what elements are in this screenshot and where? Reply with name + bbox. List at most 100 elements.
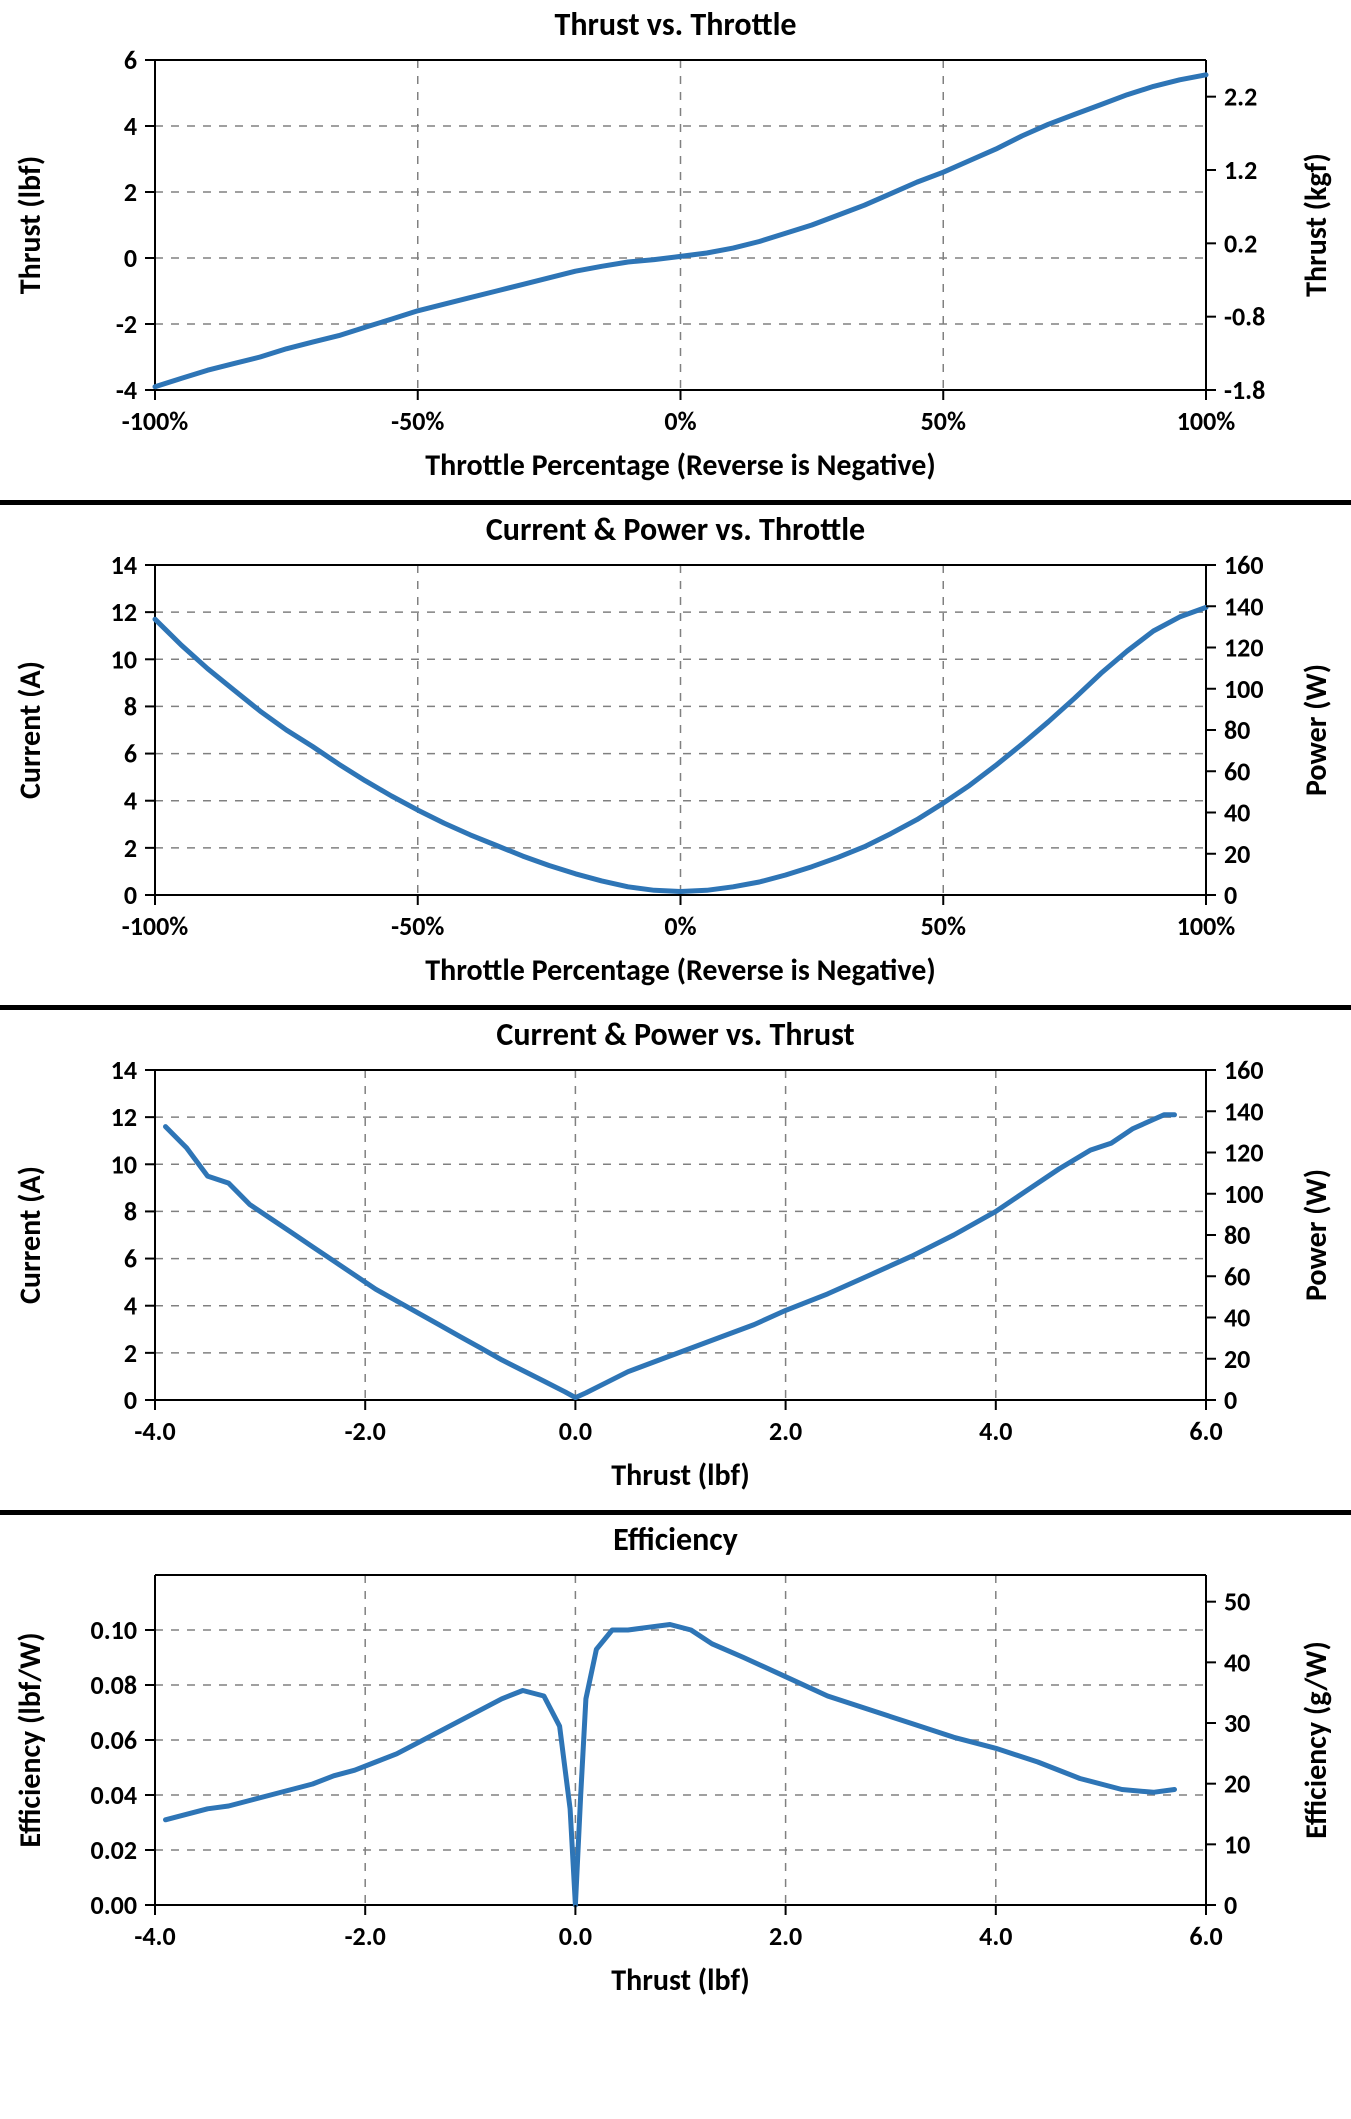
x-tick-label: 0.0	[559, 1415, 592, 1447]
x-tick-label: 100%	[1177, 405, 1236, 437]
x-tick-label: 0%	[664, 910, 696, 942]
y-right-tick-label: 40	[1224, 1646, 1250, 1678]
chart-title: Current & Power vs. Thrust	[496, 1015, 854, 1054]
y-left-tick-label: 12	[111, 1101, 137, 1133]
y-left-tick-label: 14	[111, 549, 137, 581]
x-tick-label: 4.0	[979, 1415, 1012, 1447]
y-right-tick-label: 100	[1224, 673, 1264, 705]
y-left-tick-label: -2	[116, 308, 137, 340]
x-tick-label: -50%	[391, 405, 444, 437]
y-right-tick-label: 40	[1224, 797, 1250, 829]
x-axis-label: Throttle Percentage (Reverse is Negative…	[425, 447, 935, 484]
y-right-tick-label: 80	[1224, 714, 1250, 746]
x-tick-label: 0%	[664, 405, 696, 437]
y-right-tick-label: 140	[1224, 1095, 1264, 1127]
x-tick-label: 0.0	[559, 1920, 592, 1952]
data-series	[166, 1115, 1175, 1398]
chart-block-current_power_vs_throttle: -100%-50%0%50%100%0246810121402040608010…	[0, 505, 1351, 1005]
x-tick-label: -2.0	[345, 1920, 386, 1952]
y-right-tick-label: 30	[1224, 1707, 1250, 1739]
y-right-tick-label: 60	[1224, 755, 1250, 787]
y-left-axis-label: Thrust (lbf)	[12, 156, 49, 294]
y-left-tick-label: 2	[124, 176, 137, 208]
current_power_vs_throttle: -100%-50%0%50%100%0246810121402040608010…	[0, 505, 1351, 1005]
y-left-tick-label: 2	[124, 1337, 137, 1369]
y-left-tick-label: 10	[111, 1148, 137, 1180]
y-left-tick-label: 0.04	[91, 1779, 137, 1811]
y-left-tick-label: 0	[124, 242, 137, 274]
x-tick-label: 50%	[921, 910, 966, 942]
y-left-axis-label: Efficiency (lbf/W)	[12, 1632, 49, 1847]
y-left-tick-label: 0.08	[91, 1669, 137, 1701]
x-axis-label: Thrust (lbf)	[611, 1457, 749, 1494]
y-right-tick-label: 20	[1224, 1343, 1250, 1375]
chart-block-current_power_vs_thrust: -4.0-2.00.02.04.06.002468101214020406080…	[0, 1010, 1351, 1510]
x-axis-label: Thrust (lbf)	[611, 1962, 749, 1999]
y-left-tick-label: 12	[111, 596, 137, 628]
y-right-tick-label: 50	[1224, 1586, 1250, 1618]
chart-title: Efficiency	[613, 1520, 738, 1559]
x-tick-label: -4.0	[134, 1415, 175, 1447]
y-right-tick-label: 60	[1224, 1260, 1250, 1292]
y-right-tick-label: 120	[1224, 632, 1264, 664]
y-right-axis-label: Power (W)	[1298, 664, 1335, 796]
chart-page: -100%-50%0%50%100%-4-20246-1.8-0.80.21.2…	[0, 0, 1351, 2015]
y-right-tick-label: 160	[1224, 549, 1264, 581]
y-right-tick-label: 100	[1224, 1178, 1264, 1210]
current_power_vs_thrust: -4.0-2.00.02.04.06.002468101214020406080…	[0, 1010, 1351, 1510]
y-left-tick-label: 0.02	[91, 1834, 137, 1866]
y-left-tick-label: 8	[124, 690, 137, 722]
y-left-tick-label: 4	[124, 1290, 137, 1322]
y-right-tick-label: 0	[1224, 1889, 1237, 1921]
y-left-tick-label: -4	[116, 374, 137, 406]
x-tick-label: 2.0	[769, 1415, 802, 1447]
y-right-tick-label: 40	[1224, 1302, 1250, 1334]
data-series	[166, 1625, 1175, 1906]
y-left-tick-label: 10	[111, 643, 137, 675]
x-axis-label: Throttle Percentage (Reverse is Negative…	[425, 952, 935, 989]
y-left-tick-label: 6	[124, 1243, 137, 1275]
y-left-axis-label: Current (A)	[12, 1166, 49, 1304]
x-tick-label: 6.0	[1189, 1415, 1222, 1447]
y-left-tick-label: 0.06	[91, 1724, 137, 1756]
y-right-tick-label: -0.8	[1224, 301, 1265, 333]
y-right-axis-label: Thrust (kgf)	[1298, 153, 1335, 297]
y-left-tick-label: 0	[124, 879, 137, 911]
chart-block-thrust_vs_throttle: -100%-50%0%50%100%-4-20246-1.8-0.80.21.2…	[0, 0, 1351, 500]
y-right-axis-label: Efficiency (g/W)	[1298, 1641, 1335, 1839]
x-tick-label: 50%	[921, 405, 966, 437]
chart-block-efficiency: -4.0 -2.0 0.0 2.0 4.0 6.0 0.00 0.02 0.04 0.06 0.08…	[0, 1515, 1351, 2015]
y-left-tick-label: 6	[124, 738, 137, 770]
y-right-tick-label: 0	[1224, 1384, 1237, 1416]
x-tick-label: 2.0	[769, 1920, 802, 1952]
x-tick-label: -50%	[391, 910, 444, 942]
x-tick-label: -100%	[122, 405, 188, 437]
y-right-tick-label: -1.8	[1224, 374, 1265, 406]
y-right-tick-label: 1.2	[1224, 154, 1257, 186]
y-right-tick-label: 10	[1224, 1828, 1250, 1860]
y-left-tick-label: 0	[124, 1384, 137, 1416]
x-tick-label: -100%	[122, 910, 188, 942]
y-right-tick-label: 120	[1224, 1137, 1264, 1169]
chart-title: Current & Power vs. Throttle	[486, 510, 865, 549]
y-right-tick-label: 0.2	[1224, 227, 1257, 259]
chart-title: Thrust vs. Throttle	[554, 5, 796, 44]
y-right-tick-label: 160	[1224, 1054, 1264, 1086]
x-tick-label: -2.0	[345, 1415, 386, 1447]
y-right-tick-label: 2.2	[1224, 81, 1257, 113]
thrust_vs_throttle: -100%-50%0%50%100%-4-20246-1.8-0.80.21.2…	[0, 0, 1351, 500]
y-right-tick-label: 0	[1224, 879, 1237, 911]
y-right-tick-label: 20	[1224, 838, 1250, 870]
y-left-tick-label: 0.00	[91, 1889, 137, 1921]
x-tick-label: -4.0	[134, 1920, 175, 1952]
y-left-tick-label: 14	[111, 1054, 137, 1086]
x-tick-label: 6.0	[1189, 1920, 1222, 1952]
y-right-tick-label: 140	[1224, 590, 1264, 622]
y-left-tick-label: 0.10	[91, 1614, 137, 1646]
y-left-tick-label: 6	[124, 44, 137, 76]
x-tick-label: 4.0	[979, 1920, 1012, 1952]
x-tick-label: 100%	[1177, 910, 1236, 942]
y-left-tick-label: 4	[124, 785, 137, 817]
y-right-tick-label: 80	[1224, 1219, 1250, 1251]
y-right-axis-label: Power (W)	[1298, 1169, 1335, 1301]
